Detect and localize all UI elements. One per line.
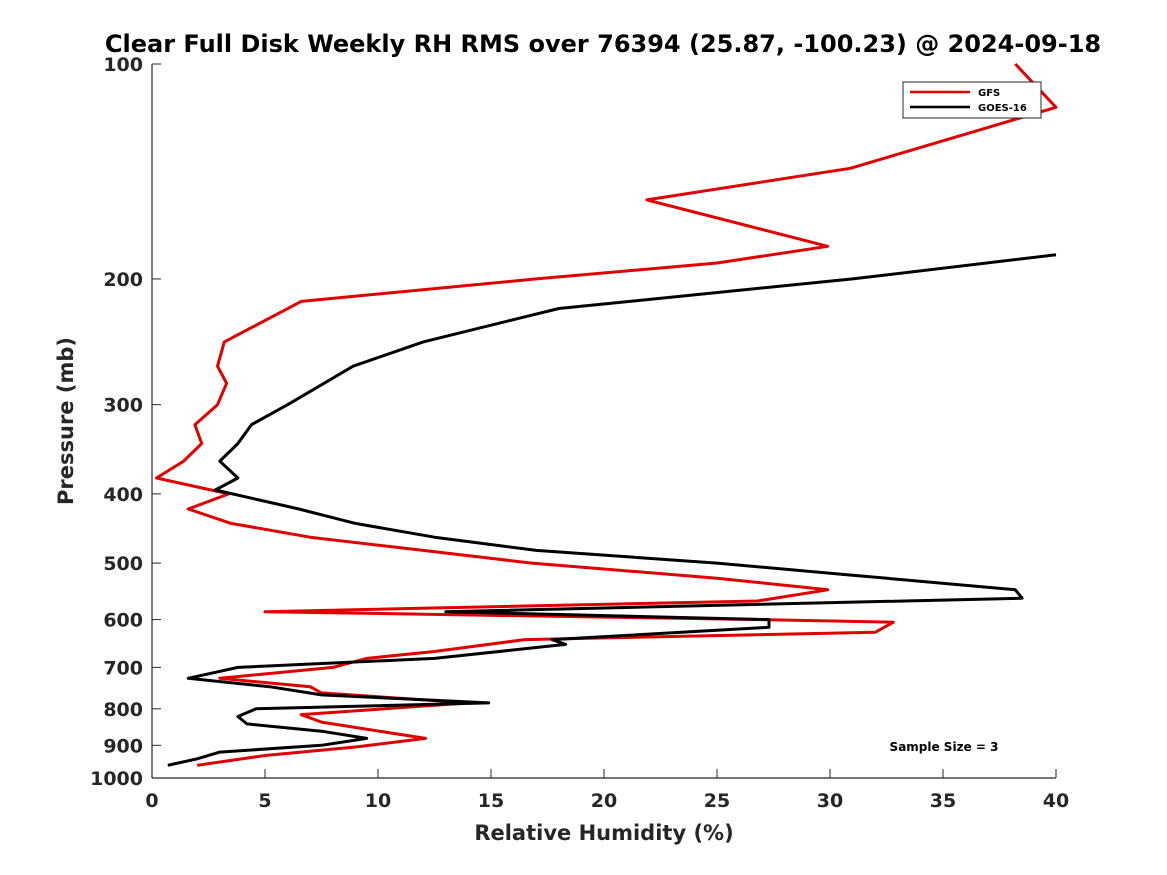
series-lines (155, 62, 1058, 767)
x-tick-label: 20 (591, 790, 617, 812)
legend: GFS GOES-16 (902, 81, 1042, 119)
y-tick-label: 400 (103, 484, 143, 506)
x-tick-label: 30 (817, 790, 843, 812)
legend-box (902, 81, 1042, 119)
x-tick-label: 0 (145, 790, 158, 812)
y-tick-label: 1000 (90, 768, 143, 790)
y-tick-label: 600 (103, 610, 143, 632)
series-line-gfs (155, 62, 1058, 767)
x-tick-label: 40 (1043, 790, 1069, 812)
series-line-goes-16 (167, 253, 1057, 767)
x-tick-label: 35 (930, 790, 956, 812)
x-axis-label: Relative Humidity (%) (474, 821, 733, 845)
sample-size-annotation: Sample Size = 3 (890, 740, 999, 754)
y-tick-label: 200 (103, 269, 143, 291)
x-tick-label: 25 (704, 790, 730, 812)
y-tick-label: 500 (103, 553, 143, 575)
x-tick-label: 15 (478, 790, 504, 812)
y-tick-label: 100 (103, 54, 143, 76)
legend-label-gfs: GFS (978, 88, 1000, 99)
y-tick-label: 300 (103, 395, 143, 417)
x-tick-label: 10 (365, 790, 391, 812)
y-ticks: 100 200 300 400 500 600 700 800 900 1000 (90, 54, 161, 790)
y-axis-label: Pressure (mb) (54, 337, 78, 505)
y-tick-label: 800 (103, 699, 143, 721)
x-ticks: 0 5 10 15 20 25 30 35 40 (145, 769, 1069, 812)
legend-label-goes-16: GOES-16 (978, 103, 1027, 114)
x-tick-label: 5 (258, 790, 271, 812)
chart-title: Clear Full Disk Weekly RH RMS over 76394… (105, 30, 1101, 58)
y-tick-label: 900 (103, 735, 143, 757)
y-tick-label: 700 (103, 657, 143, 679)
